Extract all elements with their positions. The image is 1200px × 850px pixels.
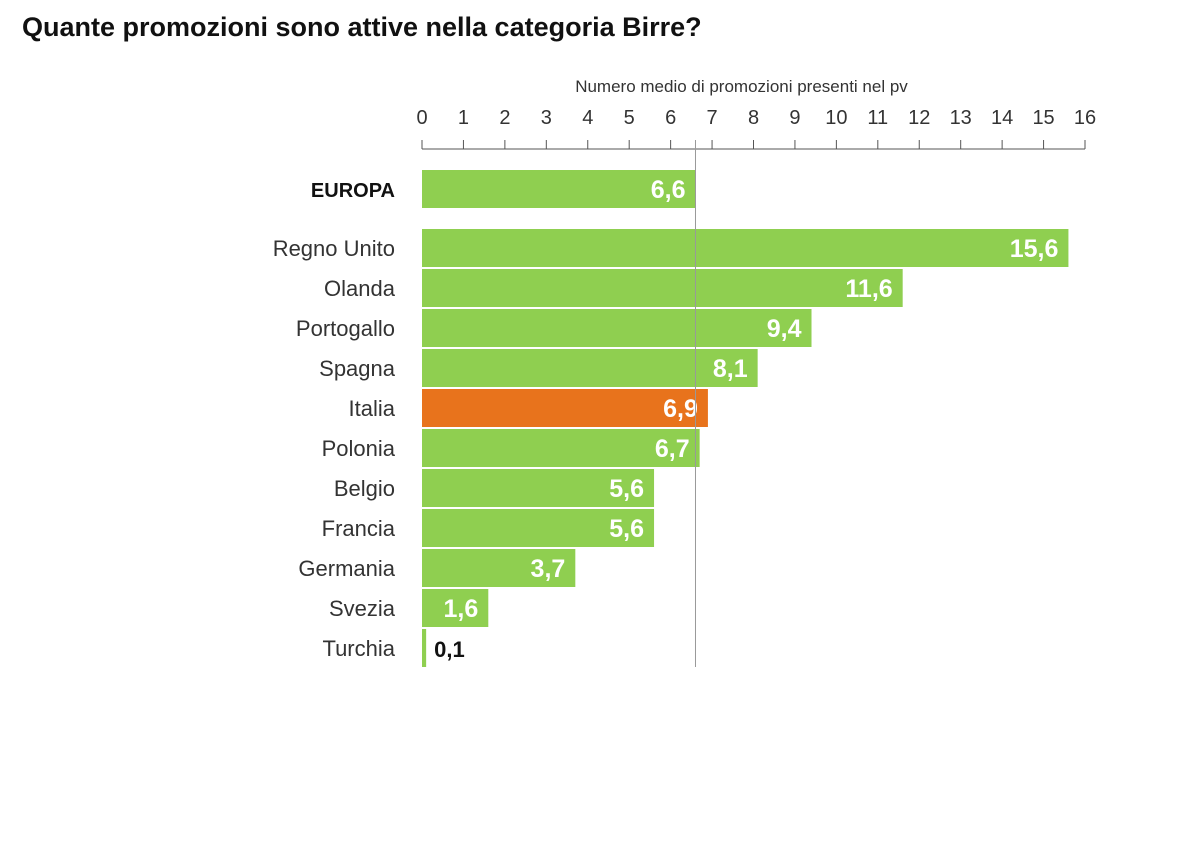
x-tick-label: 13 bbox=[950, 107, 972, 129]
bar-svezia bbox=[422, 589, 489, 627]
x-axis: 0 1 2 3 4 5 6 7 8 9 10 11 12 13 14 15 16 bbox=[416, 107, 1096, 150]
x-tick-label: 2 bbox=[499, 107, 510, 129]
x-axis-title: Numero medio di promozioni presenti nel … bbox=[575, 77, 908, 96]
x-tick-label: 11 bbox=[867, 107, 888, 129]
x-tick-label: 1 bbox=[458, 107, 469, 129]
category-label: Spagna bbox=[319, 356, 396, 381]
category-labels: EUROPA Regno Unito Olanda Portogallo Spagna I… bbox=[273, 180, 396, 661]
value-labels: 6,6 15,6 11,6 9,4 8,1 6,9 6,7 5,6 5,6 3,7 1,6 0,1 bbox=[434, 176, 1058, 662]
value-label: 9,4 bbox=[767, 315, 802, 343]
category-label: Belgio bbox=[334, 476, 395, 501]
category-label: Svezia bbox=[329, 596, 396, 621]
category-label: Germania bbox=[298, 556, 395, 581]
bar-francia bbox=[422, 509, 655, 547]
value-label: 0,1 bbox=[434, 637, 465, 662]
value-label: 3,7 bbox=[531, 555, 566, 583]
x-tick-label: 4 bbox=[582, 107, 593, 129]
category-label: Turchia bbox=[322, 636, 395, 661]
category-label: Portogallo bbox=[296, 316, 395, 341]
bar-turchia bbox=[422, 629, 427, 667]
x-tick-label: 16 bbox=[1074, 107, 1096, 129]
category-label: Francia bbox=[322, 516, 396, 541]
bar-spagna bbox=[422, 349, 758, 387]
x-tick-label: 6 bbox=[665, 107, 676, 129]
x-tick-label: 0 bbox=[416, 107, 427, 129]
bar-europa bbox=[422, 170, 696, 208]
value-label: 6,7 bbox=[655, 435, 690, 463]
bar-polonia bbox=[422, 429, 700, 467]
value-label: 5,6 bbox=[609, 515, 644, 543]
bar-portogallo bbox=[422, 309, 812, 347]
bars bbox=[422, 170, 1069, 667]
x-tick-label: 15 bbox=[1032, 107, 1054, 129]
bar-regno-unito bbox=[422, 229, 1069, 267]
bar-olanda bbox=[422, 269, 903, 307]
value-label: 15,6 bbox=[1010, 235, 1059, 263]
value-label: 11,6 bbox=[845, 275, 892, 303]
x-tick-label: 10 bbox=[825, 107, 847, 129]
category-label: Polonia bbox=[322, 436, 396, 461]
x-tick-label: 3 bbox=[541, 107, 552, 129]
x-tick-label: 5 bbox=[624, 107, 635, 129]
category-label: Regno Unito bbox=[273, 236, 395, 261]
category-label: EUROPA bbox=[311, 180, 395, 202]
value-label: 6,9 bbox=[663, 395, 698, 423]
category-label: Olanda bbox=[324, 276, 396, 301]
bar-italia bbox=[422, 389, 708, 427]
x-tick-label: 14 bbox=[991, 107, 1013, 129]
bar-belgio bbox=[422, 469, 655, 507]
value-label: 6,6 bbox=[651, 176, 686, 204]
x-tick-label: 9 bbox=[789, 107, 800, 129]
value-label: 1,6 bbox=[444, 595, 479, 623]
category-label: Italia bbox=[349, 396, 396, 421]
bar-germania bbox=[422, 549, 576, 587]
x-tick-label: 12 bbox=[908, 107, 930, 129]
value-label: 5,6 bbox=[609, 475, 644, 503]
x-tick-label: 8 bbox=[748, 107, 759, 129]
value-label: 8,1 bbox=[713, 355, 748, 383]
x-tick-label: 7 bbox=[707, 107, 718, 129]
chart-title: Quante promozioni sono attive nella cate… bbox=[22, 12, 702, 42]
